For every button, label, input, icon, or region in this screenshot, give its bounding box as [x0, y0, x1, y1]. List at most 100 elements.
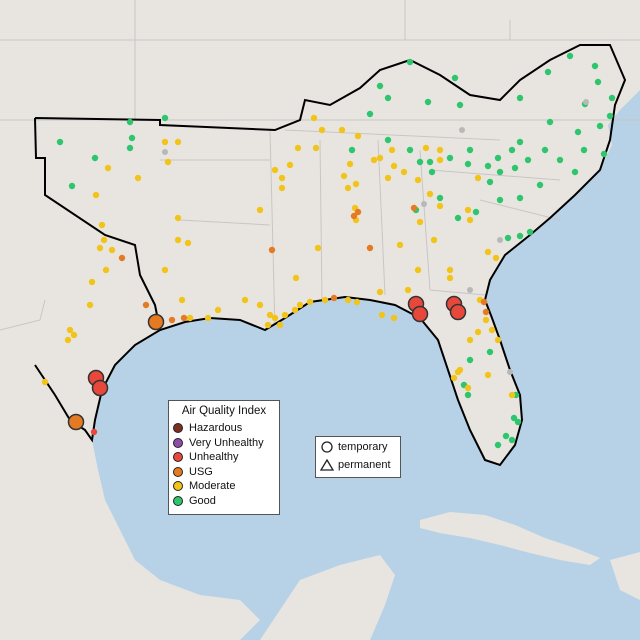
monitor-marker [446, 154, 454, 162]
monitor-marker [164, 158, 172, 166]
monitor-marker [406, 58, 414, 66]
monitor-marker [566, 52, 574, 60]
state-borders [0, 0, 640, 331]
monitor-marker [541, 146, 549, 154]
monitor-marker-large [147, 313, 165, 331]
monitor-marker [278, 174, 286, 182]
monitor-marker [416, 218, 424, 226]
monitor-marker [90, 428, 98, 436]
monitor-marker [467, 287, 473, 293]
monitor-marker [426, 190, 434, 198]
monitor-marker [472, 208, 480, 216]
landmass-yucatan [260, 555, 395, 640]
monitor-markers [41, 52, 616, 449]
monitor-marker [454, 368, 462, 376]
monitor-marker [330, 294, 338, 302]
monitor-marker [511, 164, 519, 172]
monitor-marker [466, 216, 474, 224]
monitor-marker [376, 288, 384, 296]
monitor-marker [446, 266, 454, 274]
legend-label: temporary [338, 441, 388, 453]
monitor-marker [102, 266, 110, 274]
monitor-marker [596, 122, 604, 130]
monitor-marker [306, 298, 314, 306]
monitor-marker [178, 296, 186, 304]
monitor-marker [454, 214, 462, 222]
monitor-marker [180, 314, 188, 322]
monitor-marker [41, 378, 49, 386]
monitor-marker [276, 321, 284, 329]
monitor-marker [484, 162, 492, 170]
monitor-marker [126, 118, 134, 126]
monitor-marker [464, 391, 472, 399]
monitor-marker [310, 114, 318, 122]
monitor-marker [494, 441, 502, 449]
monitor-marker [496, 168, 504, 176]
circle-icon [321, 441, 333, 453]
legend-item-good: Good [169, 494, 279, 509]
monitor-marker [480, 298, 488, 306]
monitor-marker [376, 154, 384, 162]
legend-item-very-unhealthy: Very Unhealthy [169, 436, 279, 451]
monitor-marker [464, 206, 472, 214]
monitor-marker [162, 149, 168, 155]
legend-label: Hazardous [189, 422, 243, 435]
monitor-marker [508, 146, 516, 154]
monitor-marker [388, 146, 396, 154]
monitor-marker [504, 234, 512, 242]
monitor-marker [278, 184, 286, 192]
monitor-marker [378, 311, 386, 319]
monitor-marker [421, 201, 427, 207]
monitor-marker [464, 384, 472, 392]
unhealthy-swatch [173, 452, 183, 463]
legend-label: Very Unhealthy [189, 436, 264, 449]
monitor-marker [456, 101, 464, 109]
monitor-marker [91, 154, 99, 162]
legend-label: permanent [338, 459, 391, 471]
monitor-marker [482, 308, 490, 316]
good-swatch [173, 495, 183, 506]
monitor-marker [292, 274, 300, 282]
monitor-marker [376, 82, 384, 90]
monitor-marker [396, 241, 404, 249]
monitor-marker [459, 127, 465, 133]
monitor-marker [526, 228, 534, 236]
monitor-marker [466, 146, 474, 154]
monitor-marker [268, 246, 276, 254]
monitor-marker [571, 168, 579, 176]
monitor-marker-large [67, 413, 85, 431]
legend-item-usg: USG [169, 465, 279, 480]
monitor-marker [430, 236, 438, 244]
monitor-marker [291, 306, 299, 314]
triangle-icon [320, 459, 334, 471]
monitor-marker [186, 314, 194, 322]
legend-item-hazardous: Hazardous [169, 421, 279, 436]
monitor-marker [64, 336, 72, 344]
monitor-marker-large [91, 379, 109, 397]
monitor-marker [583, 99, 589, 105]
monitor-marker [128, 134, 136, 142]
monitor-marker [406, 146, 414, 154]
legend-item-temporary: temporary [316, 439, 400, 455]
monitor-marker [350, 212, 358, 220]
monitor-marker [414, 176, 422, 184]
monitor-marker [390, 314, 398, 322]
monitor-marker [390, 162, 398, 170]
monitor-marker [494, 336, 502, 344]
monitor-marker [256, 301, 264, 309]
landmass-hispaniola [610, 552, 640, 600]
monitor-marker [168, 316, 176, 324]
monitor-marker [482, 316, 490, 324]
monitor-marker [68, 182, 76, 190]
legend-label: USG [189, 465, 213, 478]
monitor-marker [400, 168, 408, 176]
monitor-marker [281, 311, 289, 319]
legend-item-moderate: Moderate [169, 479, 279, 494]
monitor-marker [494, 154, 502, 162]
monitor-marker [600, 150, 608, 158]
monitor-marker [312, 144, 320, 152]
monitor-marker [514, 418, 522, 426]
aqi-legend: Air Quality Index Hazardous Very Unhealt… [168, 400, 280, 515]
monitor-marker [366, 110, 374, 118]
